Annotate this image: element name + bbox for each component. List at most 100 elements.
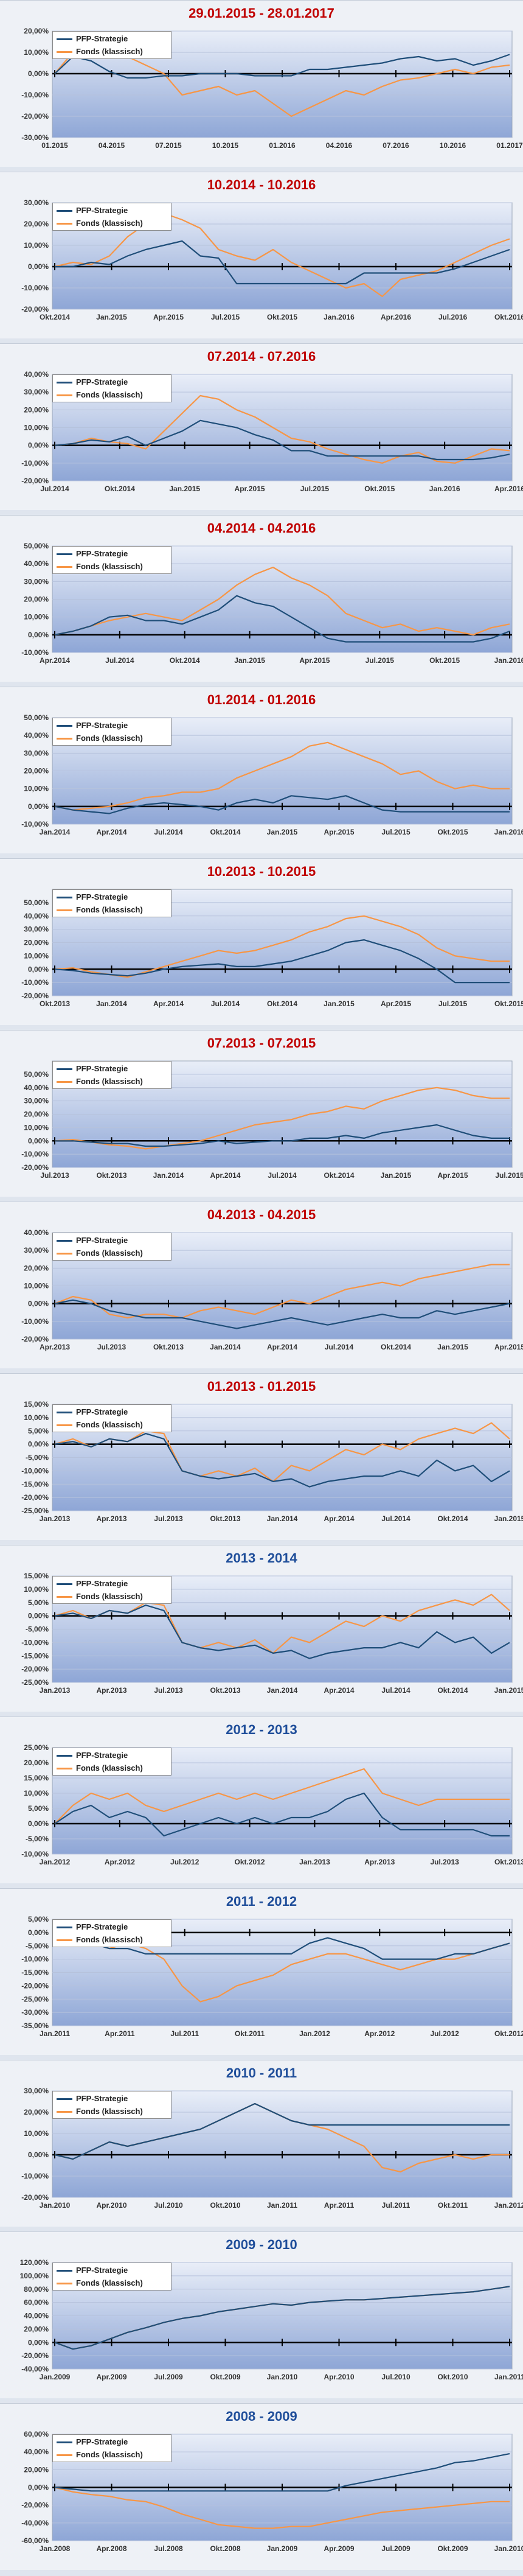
legend-swatch [57,1755,72,1757]
x-tick-label: Jan.2010 [494,2544,523,2553]
x-tick-label: 04.2015 [99,141,125,150]
x-tick-label: Okt.2012 [494,2029,523,2038]
y-tick-label: -20,00% [21,1665,49,1673]
y-tick-label: 0,00% [28,631,49,639]
x-tick-label: Jan.2008 [40,2544,71,2553]
legend-item-fonds: Fonds (klassisch) [57,1762,143,1774]
x-tick-label: Jan.2015 [267,828,298,836]
x-tick-label: Jan.2012 [494,2201,523,2210]
legend-swatch [57,51,72,54]
chart-panel: 25,00% 20,00% 15,00% 10,00% 5,00% 0,00% -5,00%… [0,1717,523,1883]
legend-label: Fonds (klassisch) [76,219,143,228]
y-tick-label: 30,00% [24,577,49,586]
series-line-pfp [54,54,510,79]
legend-label: PFP-Strategie [76,721,128,730]
y-tick-label: -15,00% [21,1651,49,1660]
x-tick-label: Apr.2015 [299,656,330,665]
legend: PFP-Strategie Fonds (klassisch) [52,2263,171,2291]
x-tick-label: Apr.2013 [40,1343,70,1351]
x-tick-label: Okt.2011 [438,2201,468,2210]
x-tick-label: Jul.2013 [154,1686,183,1695]
legend-swatch [57,1768,72,1770]
y-tick-label: 20,00% [24,767,49,775]
chart-panel: 50,00% 40,00% 30,00% 20,00% 10,00% 0,00% -10,0… [0,858,523,1025]
x-tick-label: Apr.2014 [324,1686,354,1695]
x-tick-label: Jan.2015 [494,1514,523,1523]
x-tick-label: 10.2016 [440,141,466,150]
y-tick-label: 40,00% [24,912,49,920]
y-tick-label: -20,00% [21,2193,49,2202]
x-tick-label: Jan.2010 [40,2201,71,2210]
legend-item-pfp: PFP-Strategie [57,2093,128,2105]
legend-label: PFP-Strategie [76,377,128,387]
y-tick-label: 0,00% [28,441,49,450]
x-tick-label: Jan.2015 [381,1171,412,1180]
y-tick-label: 50,00% [24,713,49,722]
y-tick-label: -20,00% [21,992,49,1000]
y-tick-label: 0,00% [28,1928,49,1937]
x-tick-label: Jul.2015 [438,999,468,1008]
x-tick-label: Jul.2014 [268,1171,297,1180]
y-tick-label: 5,00% [28,1804,49,1813]
x-tick-label: Jul.2014 [381,1514,410,1523]
x-tick-label: Apr.2011 [324,2201,355,2210]
legend: PFP-Strategie Fonds (klassisch) [52,1061,171,1089]
x-tick-label: Apr.2011 [105,2029,135,2038]
x-tick-label: Apr.2012 [364,2029,395,2038]
legend-swatch [57,2454,72,2457]
series-line-fonds [54,915,510,978]
y-tick-label: -25,00% [21,1507,49,1515]
x-tick-label: Apr.2014 [267,1343,297,1351]
x-tick-label: Jul.2008 [154,2544,183,2553]
legend: PFP-Strategie Fonds (klassisch) [52,1404,171,1432]
y-tick-label: 5,00% [28,1598,49,1607]
y-tick-label: -10,00% [21,91,49,99]
x-tick-label: Jan.2016 [494,828,523,836]
y-tick-label: 10,00% [24,1123,49,1132]
y-tick-label: 15,00% [24,1572,49,1580]
y-tick-label: -20,00% [21,477,49,485]
x-tick-label: Jul.2014 [105,656,134,665]
y-tick-label: 5,00% [28,1915,49,1923]
chart-title: 04.2013 - 04.2015 [207,1207,316,1222]
legend-swatch [57,738,72,740]
legend-item-pfp: PFP-Strategie [57,1921,128,1933]
series-line-fonds [54,741,510,811]
legend-item-fonds: Fonds (klassisch) [57,46,143,58]
chart-canvas: 30,00%20,00%10,00%0,00%-10,00%-20,00%Okt… [21,198,523,321]
series-line-pfp [54,1299,510,1329]
y-tick-label: 10,00% [24,951,49,960]
x-tick-label: Jan.2013 [40,1686,71,1695]
y-tick-label: -5,00% [26,1942,49,1950]
x-tick-label: 07.2015 [155,141,182,150]
y-tick-label: -60,00% [21,2536,49,2545]
legend-label: Fonds (klassisch) [76,1077,143,1086]
legend-item-pfp: PFP-Strategie [57,1578,128,1590]
y-tick-label: 10,00% [24,241,49,250]
series-line-fonds [54,394,510,464]
y-tick-label: 10,00% [24,613,49,621]
x-tick-label: Jul.2013 [430,1858,459,1866]
legend-swatch [57,394,72,397]
y-tick-label: 40,00% [24,2448,49,2456]
x-tick-label: 01.2015 [41,141,68,150]
legend-item-fonds: Fonds (klassisch) [57,1247,143,1259]
legend-item-fonds: Fonds (klassisch) [57,2449,143,2461]
chart-canvas: 50,00% 40,00% 30,00% 20,00% 10,00% 0,00% -10,0… [21,713,523,836]
legend-swatch [57,210,72,212]
legend: PFP-Strategie Fonds (klassisch) [52,2091,171,2119]
chart-panel: 40,00% 30,00% 20,00% 10,00% 0,00% -10,00% -20,… [0,343,523,510]
x-tick-label: Okt.2009 [437,2544,468,2553]
y-tick-label: 40,00% [24,1228,49,1237]
legend-label: PFP-Strategie [76,1922,128,1931]
legend: PFP-Strategie Fonds (klassisch) [52,1576,171,1604]
series-line-pfp [54,1792,510,1837]
chart-panel: 5,00% 0,00% -5,00% -10,00% -15,00% -20,00% -25… [0,1888,523,2055]
series-line-pfp [55,1124,510,1147]
x-tick-label: Okt.2008 [210,2544,240,2553]
x-tick-label: Apr.2012 [105,1858,135,1866]
y-tick-label: 10,00% [24,1585,49,1594]
legend: PFP-Strategie Fonds (klassisch) [52,889,171,917]
x-tick-label: Okt.2015 [494,999,523,1008]
y-tick-label: -10,00% [21,1317,49,1326]
